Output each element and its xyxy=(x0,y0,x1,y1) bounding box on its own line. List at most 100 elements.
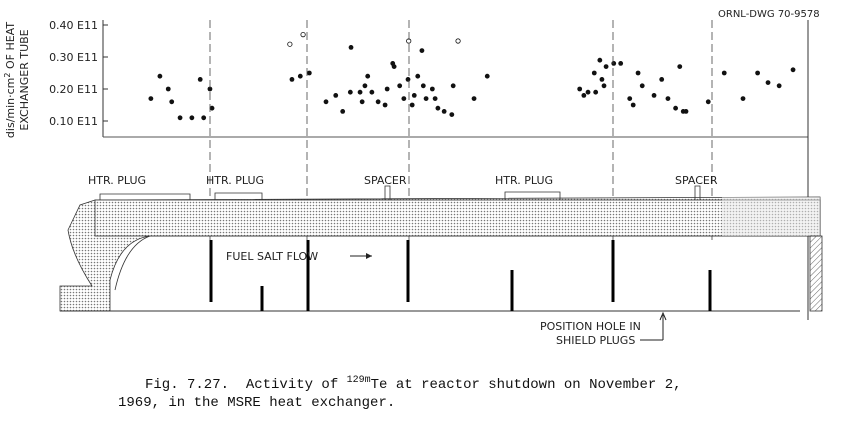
caption: Fig. 7.27. Activity of 129mTe at reactor… xyxy=(145,375,682,393)
open-data-point xyxy=(455,38,461,44)
flow-label: FUEL SALT FLOW xyxy=(226,250,318,263)
data-point xyxy=(441,109,447,114)
data-point xyxy=(721,70,727,76)
data-point xyxy=(577,86,583,92)
data-point xyxy=(415,73,421,79)
data-point xyxy=(611,61,617,66)
open-data-point xyxy=(300,31,306,38)
data-point xyxy=(651,93,657,98)
data-point xyxy=(359,99,365,105)
data-point xyxy=(340,109,346,114)
open-data-point xyxy=(287,41,293,47)
data-point xyxy=(618,61,624,66)
data-point xyxy=(384,86,390,92)
position-label: POSITION HOLE IN xyxy=(540,320,641,333)
data-point xyxy=(289,77,295,82)
diagram-label: HTR. PLUG xyxy=(88,174,146,187)
data-point xyxy=(391,64,397,69)
data-point xyxy=(297,73,303,79)
data-point xyxy=(593,89,599,95)
data-point xyxy=(409,102,415,108)
data-point xyxy=(603,64,609,69)
caption-text: Te at reactor shutdown on November 2, xyxy=(371,377,682,393)
y-label-text: OF HEAT xyxy=(4,22,17,73)
data-point xyxy=(347,89,353,95)
data-point xyxy=(591,70,597,76)
data-point xyxy=(765,80,771,85)
data-point xyxy=(639,83,645,89)
diagram-label: HTR. PLUG xyxy=(206,174,264,187)
data-point xyxy=(601,83,607,89)
data-point xyxy=(169,99,175,105)
data-point xyxy=(420,83,426,89)
data-point xyxy=(635,70,641,76)
data-point xyxy=(683,109,689,114)
data-point xyxy=(197,77,203,82)
data-point xyxy=(776,83,782,89)
caption-text: Fig. 7.27. Activity of xyxy=(145,377,347,393)
data-point xyxy=(357,89,363,95)
plot-area: 0.10 E11 0.20 E11 0.30 E11 0.40 E11 xyxy=(49,19,808,138)
data-point xyxy=(148,96,154,101)
data-point xyxy=(471,96,477,101)
caption-sup: 129m xyxy=(347,375,371,386)
data-point xyxy=(627,96,633,101)
y-label-sup: 2 xyxy=(3,73,12,78)
data-point xyxy=(450,83,456,89)
y-axis-label: dis/min·cm2 OF HEAT xyxy=(3,22,17,138)
data-point xyxy=(435,105,441,111)
data-point xyxy=(449,112,455,117)
y-tick-label: 0.20 E11 xyxy=(49,83,98,96)
caption-text: 1969, in the MSRE heat exchanger. xyxy=(118,395,395,411)
data-point xyxy=(348,45,354,50)
data-point xyxy=(362,83,368,89)
data-point xyxy=(429,86,435,92)
data-point xyxy=(790,67,796,73)
data-point xyxy=(581,93,587,98)
data-point xyxy=(375,99,381,105)
diagram-label: HTR. PLUG xyxy=(495,174,553,187)
data-point xyxy=(755,70,761,76)
y-label-text: EXCHANGER TUBE xyxy=(18,29,31,130)
data-point xyxy=(397,83,403,89)
position-label: SHIELD PLUGS xyxy=(556,334,635,347)
data-point xyxy=(411,93,417,98)
data-point xyxy=(201,115,207,121)
data-point xyxy=(306,70,312,76)
data-point xyxy=(659,77,665,82)
data-point xyxy=(405,77,411,82)
data-point xyxy=(630,102,636,108)
data-point xyxy=(597,57,603,63)
data-point xyxy=(365,73,371,79)
data-point xyxy=(382,102,388,108)
diagram-label: SPACER xyxy=(675,174,718,187)
data-point xyxy=(705,99,711,105)
data-point xyxy=(157,73,163,79)
y-tick-label: 0.40 E11 xyxy=(49,19,98,32)
y-tick-label: 0.30 E11 xyxy=(49,51,98,64)
drawing-number: ORNL-DWG 70-9578 xyxy=(718,9,820,20)
y-tick-label: 0.10 E11 xyxy=(49,115,98,128)
data-point xyxy=(423,96,429,101)
data-point xyxy=(401,96,407,101)
data-point xyxy=(207,86,213,92)
data-point xyxy=(665,96,671,101)
data-point xyxy=(677,64,683,69)
data-point xyxy=(585,89,591,95)
data-point xyxy=(484,73,490,79)
data-point xyxy=(740,96,746,101)
diagram-label: SPACER xyxy=(364,174,407,187)
data-point xyxy=(419,48,425,53)
data-point xyxy=(369,89,375,95)
data-point xyxy=(209,105,215,111)
data-point xyxy=(165,86,171,92)
data-point xyxy=(673,105,678,111)
data-point xyxy=(599,77,605,82)
data-point xyxy=(323,99,329,105)
data-point xyxy=(333,93,339,98)
heat-exchanger xyxy=(59,185,823,341)
data-point xyxy=(177,115,183,121)
data-point xyxy=(432,96,438,101)
y-label-text: dis/min·cm xyxy=(4,78,17,138)
